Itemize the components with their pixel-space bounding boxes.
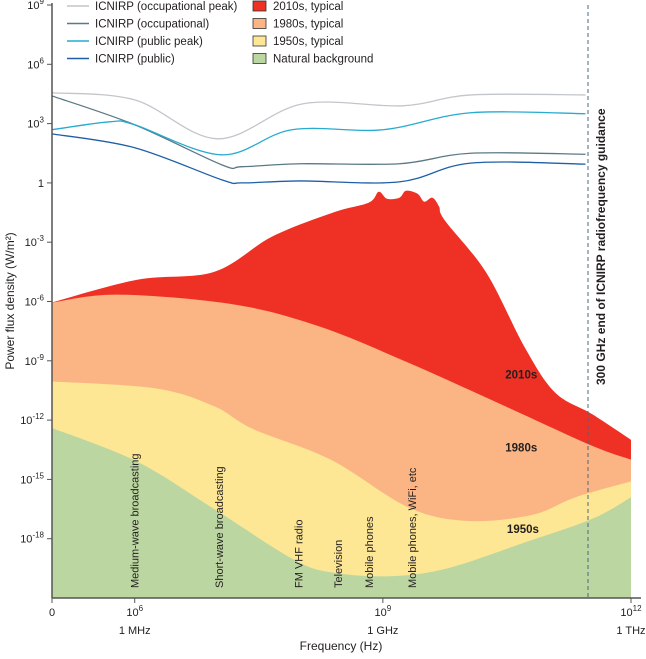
annotation-fm-vhf-radio: FM VHF radio <box>293 520 305 588</box>
legend: ICNIRP (occupational peak) ICNIRP (occupa… <box>67 0 373 66</box>
legend-label-1950s-typical: 1950s, typical <box>273 36 343 48</box>
x-tick-unit-label: 1 GHz <box>367 625 398 637</box>
axes: 109 106 103 1 10-3 10-6 10-9 10-12 10-15 10-18 0 10… <box>20 0 645 637</box>
legend-label-2010s-typical: 2010s, typical <box>273 1 343 13</box>
y-tick-label: 109 <box>27 0 44 12</box>
y-tick-label: 10-3 <box>25 234 45 249</box>
line-icnirp-occupational <box>51 95 586 170</box>
legend-area-swatch <box>252 0 267 12</box>
y-tick-label: 10-6 <box>25 294 45 309</box>
y-tick-exponent: -15 <box>32 471 44 480</box>
y-tick-label: 1 <box>38 178 44 190</box>
line-icnirp-public <box>51 133 586 185</box>
legend-area-swatch <box>252 35 267 47</box>
x-tick-label: 109 <box>375 604 392 619</box>
x-tick-exponent: 9 <box>387 604 392 613</box>
legend-label-natural-background: Natural background <box>273 54 373 66</box>
y-tick-label: 10-9 <box>25 353 45 368</box>
annotation-short-wave-broadcasting: Short-wave broadcasting <box>214 466 226 588</box>
y-tick-exponent: -3 <box>37 234 45 243</box>
x-tick-label: 106 <box>126 604 143 619</box>
annotation-layer: Medium-wave broadcasting Short-wave broad… <box>130 453 419 588</box>
legend-area-swatch <box>252 18 267 29</box>
x-tick-unit-label: 1 MHz <box>119 625 151 637</box>
line-layer <box>51 92 586 185</box>
y-tick-label: 10-18 <box>20 531 44 546</box>
x-tick-label: 0 <box>49 607 55 619</box>
legend-label-1980s-typical: 1980s, typical <box>273 19 343 31</box>
y-tick-exponent: -18 <box>32 531 44 540</box>
reference-line-group: 300 GHz end of ICNIRP radiofrequency gui… <box>587 5 608 598</box>
y-tick-exponent: 3 <box>40 116 45 125</box>
x-tick-exponent: 12 <box>633 604 642 613</box>
area-natural-background <box>52 428 631 598</box>
x-axis-title: Frequency (Hz) <box>300 639 383 653</box>
x-tick-label: 1012 <box>620 604 642 619</box>
y-tick-label: 10-15 <box>20 471 44 486</box>
annotation-medium-wave-broadcasting: Medium-wave broadcasting <box>130 453 142 588</box>
annotation-mobile-phones: Mobile phones <box>364 516 376 588</box>
y-tick-exponent: 9 <box>40 0 45 6</box>
legend-label-icnirp-occupational-peak: ICNIRP (occupational peak) <box>95 1 237 13</box>
y-tick-label: 103 <box>27 116 44 131</box>
y-tick-exponent: -6 <box>37 294 45 303</box>
reference-line-label: 300 GHz end of ICNIRP radiofrequency gui… <box>594 108 608 385</box>
line-icnirp-public-peak <box>51 111 586 156</box>
x-tick-unit-label: 1 THz <box>616 625 645 637</box>
y-tick-exponent: -9 <box>37 353 45 362</box>
series-label-1980s: 1980s <box>505 443 537 455</box>
y-tick-label: 106 <box>27 56 44 71</box>
legend-label-icnirp-public-peak: ICNIRP (public peak) <box>95 36 203 48</box>
y-tick-label: 10-12 <box>20 412 44 427</box>
line-icnirp-occupational-peak <box>51 92 586 140</box>
y-tick-exponent: -12 <box>32 412 44 421</box>
series-label-1950s: 1950s <box>507 524 539 536</box>
series-label-2010s: 2010s <box>505 370 537 382</box>
area-layer: 2010s 1980s 1950s <box>52 190 631 599</box>
y-axis-title: Power flux density (W/m²) <box>3 232 17 369</box>
legend-label-icnirp-occupational: ICNIRP (occupational) <box>95 19 209 31</box>
annotation-television: Television <box>333 540 345 588</box>
legend-label-icnirp-public: ICNIRP (public) <box>95 54 175 66</box>
annotation-mobile-phones-wifi-etc: Mobile phones, WiFi, etc <box>407 467 419 588</box>
legend-area-swatch <box>252 53 267 64</box>
y-tick-exponent: 6 <box>40 56 45 65</box>
x-tick-exponent: 6 <box>139 604 144 613</box>
